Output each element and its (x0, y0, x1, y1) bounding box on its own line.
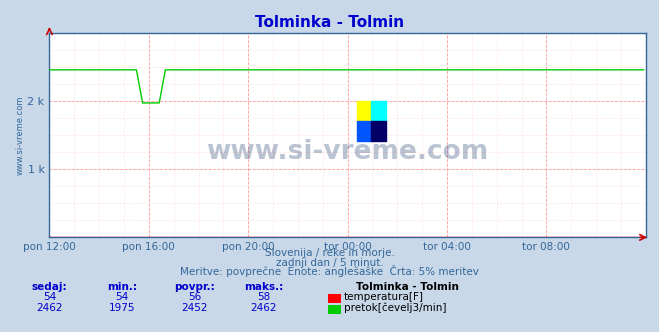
Text: Meritve: povprečne  Enote: anglešaške  Črta: 5% meritev: Meritve: povprečne Enote: anglešaške Črt… (180, 265, 479, 277)
Text: 2452: 2452 (181, 303, 208, 313)
Text: pretok[čevelj3/min]: pretok[čevelj3/min] (344, 303, 447, 313)
Bar (357, 121, 372, 141)
Text: zadnji dan / 5 minut.: zadnji dan / 5 minut. (275, 258, 384, 268)
Text: 54: 54 (43, 292, 56, 302)
Text: 2462: 2462 (36, 303, 63, 313)
Y-axis label: www.si-vreme.com: www.si-vreme.com (16, 96, 24, 175)
Text: Tolminka - Tolmin: Tolminka - Tolmin (356, 283, 459, 292)
Text: temperatura[F]: temperatura[F] (344, 292, 424, 302)
Text: 56: 56 (188, 292, 201, 302)
Text: 1975: 1975 (109, 303, 135, 313)
Text: 58: 58 (257, 292, 270, 302)
Text: min.:: min.: (107, 283, 137, 292)
Bar (372, 121, 386, 141)
Text: maks.:: maks.: (244, 283, 283, 292)
Bar (372, 101, 386, 121)
Text: povpr.:: povpr.: (174, 283, 215, 292)
Text: sedaj:: sedaj: (32, 283, 67, 292)
Bar (357, 101, 372, 121)
Text: 54: 54 (115, 292, 129, 302)
Text: Slovenija / reke in morje.: Slovenija / reke in morje. (264, 248, 395, 258)
Text: www.si-vreme.com: www.si-vreme.com (206, 139, 489, 165)
Text: 2462: 2462 (250, 303, 277, 313)
Text: Tolminka - Tolmin: Tolminka - Tolmin (255, 15, 404, 30)
